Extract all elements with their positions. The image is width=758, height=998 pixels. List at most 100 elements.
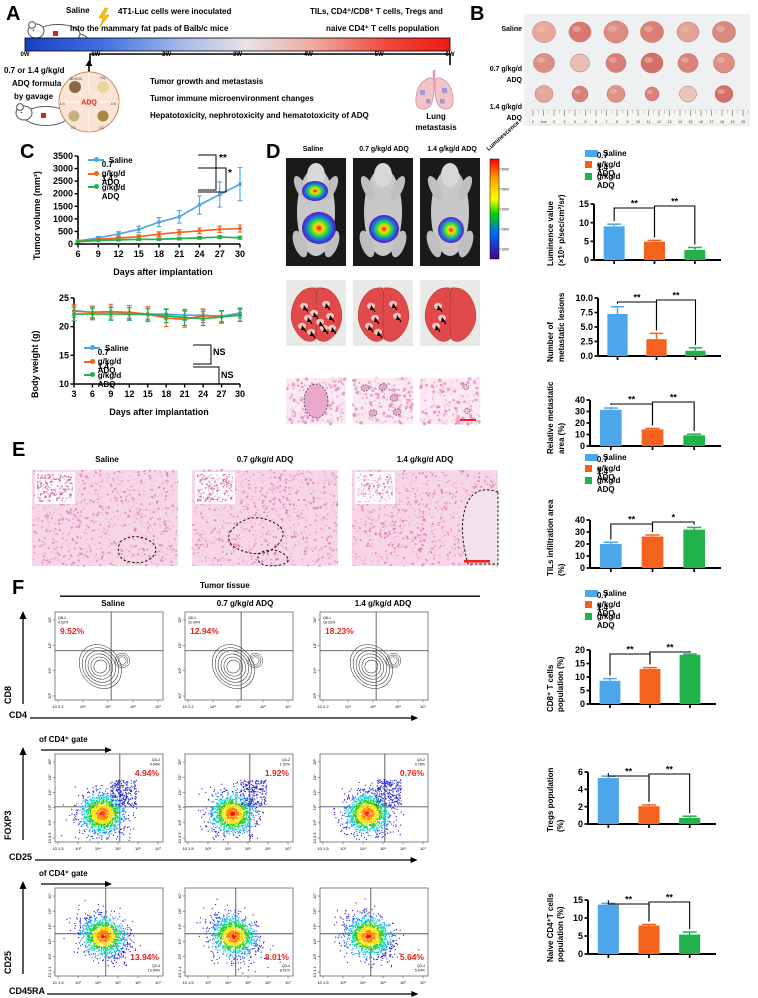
svg-text:20: 20 xyxy=(575,539,585,549)
panel-f-column-header: 1.4 g/kg/d ADQ xyxy=(318,599,448,609)
panel-b-row-label-2: ADQ xyxy=(468,115,522,122)
panel-f-legend: Saline0.7 g/kg/d ADQ1.4 g/kg/d ADQ xyxy=(585,588,627,623)
svg-text:10 2.2: 10 2.2 xyxy=(52,704,64,709)
bar-ylabel-line2: population (%) xyxy=(556,906,565,962)
flow-gate-label: of CD4⁺ gate xyxy=(39,869,88,879)
svg-text:24: 24 xyxy=(194,249,204,259)
bar-ylabel-line1: TILs infiltration area xyxy=(546,500,555,576)
panel-b-row-label: 0.7 g/kg/d xyxy=(468,66,522,73)
flow-y-axis-arrow xyxy=(15,880,31,976)
svg-text:CX: CX xyxy=(60,102,66,106)
svg-text:3000: 3000 xyxy=(502,168,509,172)
panel-b-letter: B xyxy=(470,4,484,24)
svg-text:0: 0 xyxy=(580,441,585,451)
svg-text:10³: 10³ xyxy=(47,692,52,698)
tumor-volume-ylabel: Tumor volume (mm³) xyxy=(32,171,42,260)
tumor-photo-svg: 01cm234567891011121314151617181920 xyxy=(524,14,750,126)
legend-color-swatch xyxy=(585,465,592,472)
bar-ylabel-line1: Relative metastatic xyxy=(546,382,555,454)
flow-plot-svg: Q8-112.94%12.94%10 2.210⁴10⁵10⁶10⁷10³10⁴… xyxy=(185,612,307,718)
legend-item: 1.4 g/kg/d ADQ xyxy=(585,475,627,485)
svg-text:11: 11 xyxy=(647,120,651,124)
svg-text:Q8-1: Q8-1 xyxy=(58,616,66,620)
panel-a-inoculation-line1: 4T1-Luc cells were inoculated xyxy=(118,7,231,17)
svg-text:5: 5 xyxy=(584,237,589,247)
svg-text:BHSSC: BHSSC xyxy=(70,77,83,81)
svg-text:15: 15 xyxy=(143,389,153,399)
panel-f-column-header: 0.7 g/kg/d ADQ xyxy=(180,599,310,609)
panel-a-dose-line2: ADQ formula xyxy=(12,79,61,89)
svg-text:NS: NS xyxy=(221,370,234,380)
svg-text:10⁴: 10⁴ xyxy=(177,667,182,673)
svg-text:10 2.2: 10 2.2 xyxy=(182,704,194,709)
svg-text:10⁷: 10⁷ xyxy=(285,704,291,709)
svg-text:15: 15 xyxy=(59,350,69,360)
svg-text:3000: 3000 xyxy=(53,164,73,174)
svg-text:10⁴: 10⁴ xyxy=(312,667,317,673)
svg-text:10⁵: 10⁵ xyxy=(47,642,52,648)
d0-chart-svg: 051015**** xyxy=(560,184,755,272)
svg-text:10⁶: 10⁶ xyxy=(260,704,266,709)
svg-text:10⁵: 10⁵ xyxy=(370,704,376,709)
svg-text:0: 0 xyxy=(68,239,73,249)
legend-color-swatch xyxy=(585,477,592,484)
svg-text:**: ** xyxy=(671,197,679,207)
flow-gate-arrow xyxy=(41,880,113,888)
svg-text:20: 20 xyxy=(59,322,69,332)
bar-ylabel-line2: area (%) xyxy=(557,423,566,454)
legend-label: 1.4 g/kg/d ADQ xyxy=(98,362,129,389)
panel-d-header: Saline xyxy=(282,146,344,153)
bar-ylabel-line2: (%) xyxy=(556,820,565,832)
svg-text:10³: 10³ xyxy=(177,692,182,698)
panel-f-group-title: Tumor tissue xyxy=(200,581,250,591)
flow-plot-svg: Q4-20.76%0.76%10 1.510³10⁴10⁵10⁶10⁷10 0.… xyxy=(320,754,442,860)
svg-text:**: ** xyxy=(672,291,680,301)
svg-text:500: 500 xyxy=(58,226,73,236)
svg-text:12.94%: 12.94% xyxy=(190,626,219,636)
panel-d-legend: Saline0.7 g/kg/d ADQ1.4 g/kg/d ADQ xyxy=(585,148,627,183)
tumor-chart-legend: Saline0.7 g/kg/d ADQ1.4 g/kg/d ADQ xyxy=(88,154,133,195)
svg-text:10: 10 xyxy=(636,120,640,124)
colorbar-label: Luminescence xyxy=(486,120,521,152)
svg-text:9: 9 xyxy=(96,249,101,259)
legend-line-swatch xyxy=(84,347,100,349)
adq-formula-wheel: ADQ BHSSC HQ EZ GC CX DS xyxy=(58,71,120,133)
svg-text:12: 12 xyxy=(124,389,134,399)
svg-text:30: 30 xyxy=(575,407,585,417)
svg-text:14: 14 xyxy=(678,120,682,124)
svg-text:*: * xyxy=(672,513,676,523)
lungs-icon xyxy=(414,66,456,110)
legend-line-swatch xyxy=(88,173,97,175)
figure-root: A Saline 4T1-Luc cells were inoculated i… xyxy=(0,0,758,991)
panel-d-legend-2: Saline0.7 g/kg/d ADQ1.4 g/kg/d ADQ xyxy=(585,452,627,487)
svg-text:3: 3 xyxy=(71,389,76,399)
bar-ylabel-line2: population (%) xyxy=(556,656,565,712)
svg-text:24: 24 xyxy=(198,389,208,399)
legend-color-swatch xyxy=(585,173,592,180)
timeline-gradient-bar xyxy=(25,38,450,52)
svg-text:2000: 2000 xyxy=(502,208,509,212)
svg-text:16: 16 xyxy=(699,120,703,124)
panel-a-bullet: Tumor growth and metastasis xyxy=(150,77,263,87)
svg-text:10⁴: 10⁴ xyxy=(210,704,216,709)
svg-text:2000: 2000 xyxy=(53,189,73,199)
svg-text:Q8-1: Q8-1 xyxy=(323,616,331,620)
svg-text:**: ** xyxy=(628,395,636,405)
svg-text:2: 2 xyxy=(553,120,555,124)
svg-text:5: 5 xyxy=(585,120,587,124)
svg-text:**: ** xyxy=(670,393,678,403)
panel-a-letter: A xyxy=(6,4,20,24)
panel-e-header: Saline xyxy=(32,455,182,465)
svg-text:6: 6 xyxy=(90,389,95,399)
bar-ylabel-line1: CD8⁺ T cells xyxy=(546,665,555,712)
svg-text:2500: 2500 xyxy=(502,188,509,192)
svg-text:3500: 3500 xyxy=(53,151,73,161)
svg-text:0.0: 0.0 xyxy=(580,351,593,361)
svg-text:20: 20 xyxy=(575,418,585,428)
svg-text:8: 8 xyxy=(616,120,618,124)
svg-text:40: 40 xyxy=(575,515,585,525)
flow-x-axis-arrow xyxy=(47,990,467,998)
panel-a-dose-line1: 0.7 or 1.4 g/kg/d xyxy=(4,66,64,76)
panel-f-group-rule xyxy=(60,595,480,598)
flow-plot-svg: Q4-24.94%4.94%10 1.510³10⁴10⁵10⁶10⁷10 0.… xyxy=(55,754,177,860)
